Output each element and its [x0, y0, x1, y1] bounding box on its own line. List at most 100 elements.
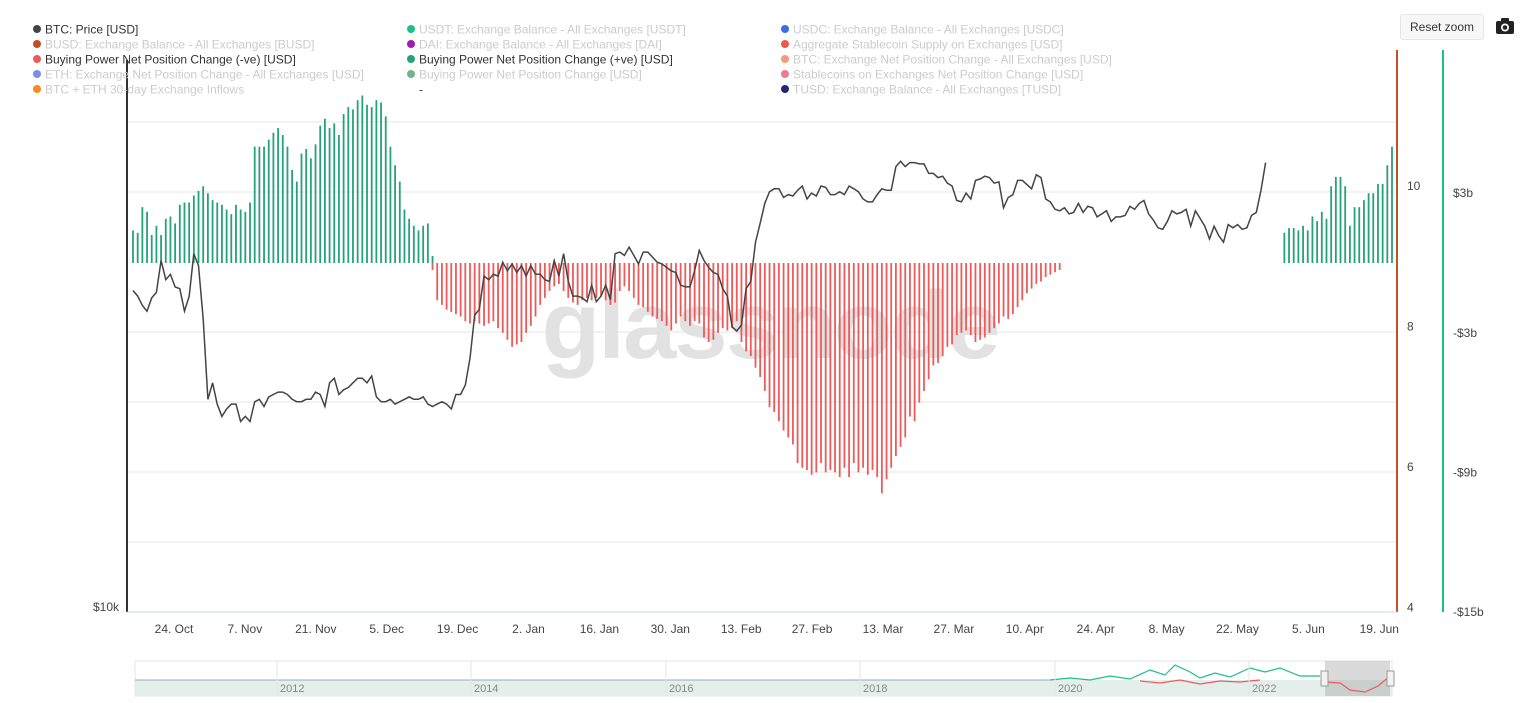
negative-bar: [885, 263, 888, 480]
positive-bar: [174, 223, 177, 263]
negative-bar: [806, 263, 808, 471]
x-tick-label: 30. Jan: [651, 622, 690, 636]
negative-bar: [534, 263, 537, 317]
legend-item[interactable]: Buying Power Net Position Change (-ve) […: [33, 53, 296, 67]
positive-bar: [136, 232, 139, 263]
positive-bar: [384, 116, 387, 263]
navigator-handle[interactable]: [1386, 670, 1395, 687]
negative-bar: [632, 263, 635, 298]
legend-label: DAI: Exchange Balance - All Exchanges [D…: [419, 38, 662, 52]
legend-label: Aggregate Stablecoin Supply on Exchanges…: [793, 38, 1063, 52]
x-tick-label: 8. May: [1149, 622, 1185, 636]
negative-bar: [735, 263, 738, 322]
negative-bar: [595, 263, 598, 298]
middle-axis-tick: 6: [1407, 460, 1414, 474]
positive-bar: [309, 158, 312, 263]
negative-bar: [450, 263, 453, 312]
negative-bar: [909, 263, 911, 417]
negative-bar: [1054, 263, 1056, 273]
legend-item[interactable]: BUSD: Exchange Balance - All Exchanges […: [33, 38, 314, 52]
negative-bar: [787, 263, 790, 438]
positive-bar: [295, 181, 298, 263]
positive-bar: [1283, 232, 1286, 263]
positive-bar: [1325, 218, 1328, 263]
left-axis-bottom-label: $10k: [93, 600, 120, 614]
negative-bar: [993, 263, 996, 329]
negative-bar: [436, 263, 439, 301]
legend-item[interactable]: ETH: Exchange Net Position Change - All …: [33, 68, 364, 82]
positive-bar: [1358, 207, 1361, 263]
legend-item[interactable]: Buying Power Net Position Change [USD]: [407, 68, 642, 82]
legend-item[interactable]: Aggregate Stablecoin Supply on Exchanges…: [781, 38, 1063, 52]
negative-bar: [792, 263, 794, 445]
navigator[interactable]: 2012 2014 2016 2018 2020 2022: [134, 660, 1395, 697]
positive-bar: [1320, 211, 1323, 263]
x-tick-label: 22. May: [1216, 622, 1259, 636]
camera-icon[interactable]: [1494, 16, 1516, 36]
negative-bar: [773, 263, 776, 412]
negative-bar: [749, 263, 752, 357]
positive-bar: [1311, 216, 1314, 263]
negative-bar: [782, 263, 785, 431]
negative-bar: [707, 263, 710, 343]
positive-bar: [178, 204, 181, 263]
negative-bar: [576, 263, 579, 305]
legend-swatch: [33, 25, 41, 33]
legend-label: TUSD: Exchange Balance - All Exchanges […: [793, 83, 1061, 97]
positive-bar: [1316, 221, 1319, 263]
negative-bar: [740, 263, 743, 343]
legend-swatch: [781, 70, 789, 78]
x-tick-label: 13. Feb: [721, 622, 762, 636]
legend-item[interactable]: Buying Power Net Position Change (+ve) […: [407, 53, 673, 67]
positive-bar: [394, 165, 396, 263]
positive-bar: [389, 146, 392, 263]
navigator-handle[interactable]: [1320, 670, 1329, 687]
negative-bar: [880, 263, 883, 494]
positive-bar: [253, 146, 256, 263]
legend-item[interactable]: Stablecoins on Exchanges Net Position Ch…: [781, 68, 1083, 82]
negative-bar: [946, 263, 949, 347]
negative-bar: [604, 263, 607, 301]
legend-item[interactable]: BTC + ETH 30-day Exchange Inflows: [33, 83, 244, 97]
navigator-selection[interactable]: [1325, 661, 1390, 696]
legend-item[interactable]: DAI: Exchange Balance - All Exchanges [D…: [407, 38, 662, 52]
negative-bar: [581, 263, 584, 301]
negative-bar: [441, 263, 443, 305]
negative-bar: [698, 263, 701, 324]
legend-item[interactable]: USDT: Exchange Balance - All Exchanges […: [407, 23, 686, 37]
positive-bar: [286, 146, 289, 263]
middle-axis-ticks: 10 8 6 4: [1407, 179, 1421, 615]
negative-bar: [623, 263, 626, 287]
positive-bar: [314, 144, 317, 263]
positive-bar: [281, 135, 284, 263]
legend-item[interactable]: BTC: Exchange Net Position Change - All …: [781, 53, 1112, 67]
right-axis-tick: -$15b: [1453, 605, 1484, 619]
positive-bar: [352, 109, 354, 263]
middle-axis-tick: 8: [1407, 320, 1414, 334]
legend-item[interactable]: -: [419, 83, 423, 97]
negative-bar: [754, 263, 757, 368]
positive-bar: [422, 225, 425, 263]
positive-bar: [412, 225, 415, 263]
negative-bar: [525, 263, 528, 333]
legend-item[interactable]: BTC: Price [USD]: [33, 23, 138, 37]
negative-bars: [431, 263, 1061, 494]
navigator-selected-line: [1324, 675, 1391, 693]
legend-item[interactable]: USDC: Exchange Balance - All Exchanges […: [781, 23, 1064, 37]
positive-bar: [160, 235, 162, 263]
negative-bar: [745, 263, 748, 352]
reset-zoom-button[interactable]: Reset zoom: [1400, 14, 1484, 40]
negative-bar: [1044, 263, 1047, 277]
legend-item[interactable]: TUSD: Exchange Balance - All Exchanges […: [781, 83, 1061, 97]
negative-bar: [572, 263, 574, 303]
positive-bar: [426, 223, 429, 263]
x-tick-label: 7. Nov: [228, 622, 263, 636]
btc-price-line: [132, 160, 1267, 424]
positive-bar: [1306, 230, 1309, 263]
negative-bar: [824, 263, 827, 473]
negative-bar: [894, 263, 897, 457]
negative-bar: [473, 263, 476, 322]
legend-label: USDT: Exchange Balance - All Exchanges […: [419, 23, 686, 37]
positive-bar: [197, 190, 200, 263]
negative-bar: [820, 263, 822, 464]
